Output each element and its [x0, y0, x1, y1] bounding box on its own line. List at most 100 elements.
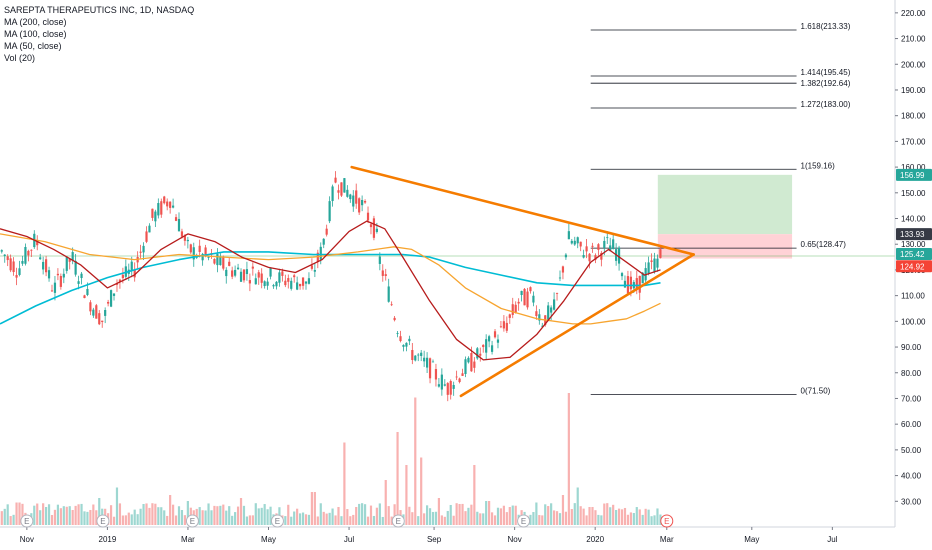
price-axis[interactable]: 30.00 40.00 50.00 60.00 70.00 80.00 90.00 100.0…	[894, 0, 932, 550]
position-zones	[0, 174, 895, 259]
candle-body	[236, 267, 240, 270]
candle-body	[659, 249, 662, 258]
price-badge	[896, 168, 932, 181]
candle-body	[440, 374, 443, 390]
candle-body	[411, 350, 414, 361]
volume-bar	[458, 503, 461, 525]
volume-bar	[431, 511, 435, 525]
candle-body	[452, 384, 455, 389]
volume-bar	[597, 514, 600, 525]
volume-bar	[511, 505, 514, 525]
volume-bar	[242, 505, 246, 525]
volume-bar	[564, 511, 568, 525]
volume-bar	[142, 504, 145, 525]
volume-bar	[408, 506, 411, 525]
candle-body	[225, 269, 228, 277]
volume-bar	[207, 503, 210, 525]
candle-body	[3, 254, 6, 256]
candle-body	[555, 293, 559, 294]
candle-body	[609, 245, 612, 252]
earnings-icon	[185, 514, 199, 528]
volume-bar	[446, 510, 449, 525]
time-axis[interactable]: Nov 2019 Mar May Jul Sep Nov 2020 Mar May Jul	[0, 526, 895, 544]
candle-body	[263, 281, 266, 287]
candle-body	[375, 228, 378, 232]
candle-body	[166, 201, 169, 207]
volume-bar	[393, 504, 396, 525]
volume-bar	[552, 510, 556, 525]
candle-body	[647, 262, 650, 274]
candle-body	[443, 384, 446, 386]
candle-body	[505, 322, 508, 331]
candle-body	[216, 253, 219, 266]
candle-body	[470, 353, 473, 372]
earnings-icon-label: E	[100, 517, 105, 526]
candle-body	[322, 238, 325, 245]
volume-bar	[42, 503, 45, 525]
legend-vol[interactable]: Vol (20)	[4, 53, 36, 63]
candle-body	[242, 269, 246, 281]
volume-bar	[535, 502, 538, 525]
volume-bar	[479, 513, 482, 525]
candle-body	[476, 348, 479, 359]
price-badge-label: 125.42	[900, 250, 925, 259]
candle-body	[579, 241, 582, 247]
candle-body	[9, 258, 12, 271]
candle-body	[36, 241, 39, 246]
candle-body	[44, 259, 48, 273]
volume-bar	[461, 503, 464, 525]
volume-bar	[541, 515, 544, 525]
candle-body	[219, 256, 222, 266]
volume-bar	[561, 495, 565, 525]
volume-bar	[319, 503, 322, 525]
volume-bar	[443, 516, 446, 525]
candle-body	[296, 282, 299, 290]
earnings-icon-label: E	[664, 517, 669, 526]
volume-bar	[98, 498, 101, 525]
volume-bar	[352, 514, 355, 525]
volume-bar	[163, 510, 166, 525]
legend-ma50[interactable]: MA (50, close)	[4, 41, 62, 51]
candle-body	[80, 273, 83, 279]
earnings-icon-label: E	[24, 517, 29, 526]
candle-body	[62, 273, 65, 278]
candle-body	[27, 250, 30, 256]
price-tick-label: 70.00	[901, 394, 922, 403]
legend-ma100[interactable]: MA (100, close)	[4, 29, 67, 39]
volume-bar	[44, 507, 48, 525]
candle-body	[606, 237, 609, 239]
fib-label: 1.618(213.33)	[801, 22, 851, 31]
candle-body	[550, 307, 553, 313]
candle-body	[363, 201, 367, 203]
candle-body	[420, 352, 423, 356]
candle-body	[169, 201, 172, 208]
candle-body	[18, 268, 21, 275]
earnings-icon-label: E	[275, 517, 280, 526]
volume-bar	[452, 515, 455, 525]
candle-body	[101, 320, 104, 322]
candle-body	[89, 302, 92, 312]
price-tick-label: 100.00	[901, 317, 926, 326]
volume-bar	[361, 503, 364, 525]
volume-bar	[585, 515, 588, 525]
candle-body	[384, 274, 387, 276]
price-badge-label: 133.93	[900, 230, 925, 239]
volume-bar	[417, 516, 420, 525]
candle-body	[349, 194, 352, 200]
candle-body	[290, 280, 293, 289]
volume-bar	[485, 501, 488, 525]
time-tick-label: Nov	[20, 535, 34, 544]
volume-bar	[139, 508, 142, 525]
volume-bar	[121, 515, 124, 525]
candle-body	[319, 246, 322, 260]
legend-ma200[interactable]: MA (200, close)	[4, 17, 67, 27]
volume-bar	[65, 506, 68, 525]
price-tick-label: 220.00	[901, 9, 926, 18]
volume-bar	[115, 487, 119, 525]
volume-bar	[626, 514, 630, 525]
candle-body	[109, 290, 113, 307]
candle-body	[535, 311, 538, 317]
volume-bar	[620, 509, 624, 525]
candle-body	[458, 378, 461, 383]
